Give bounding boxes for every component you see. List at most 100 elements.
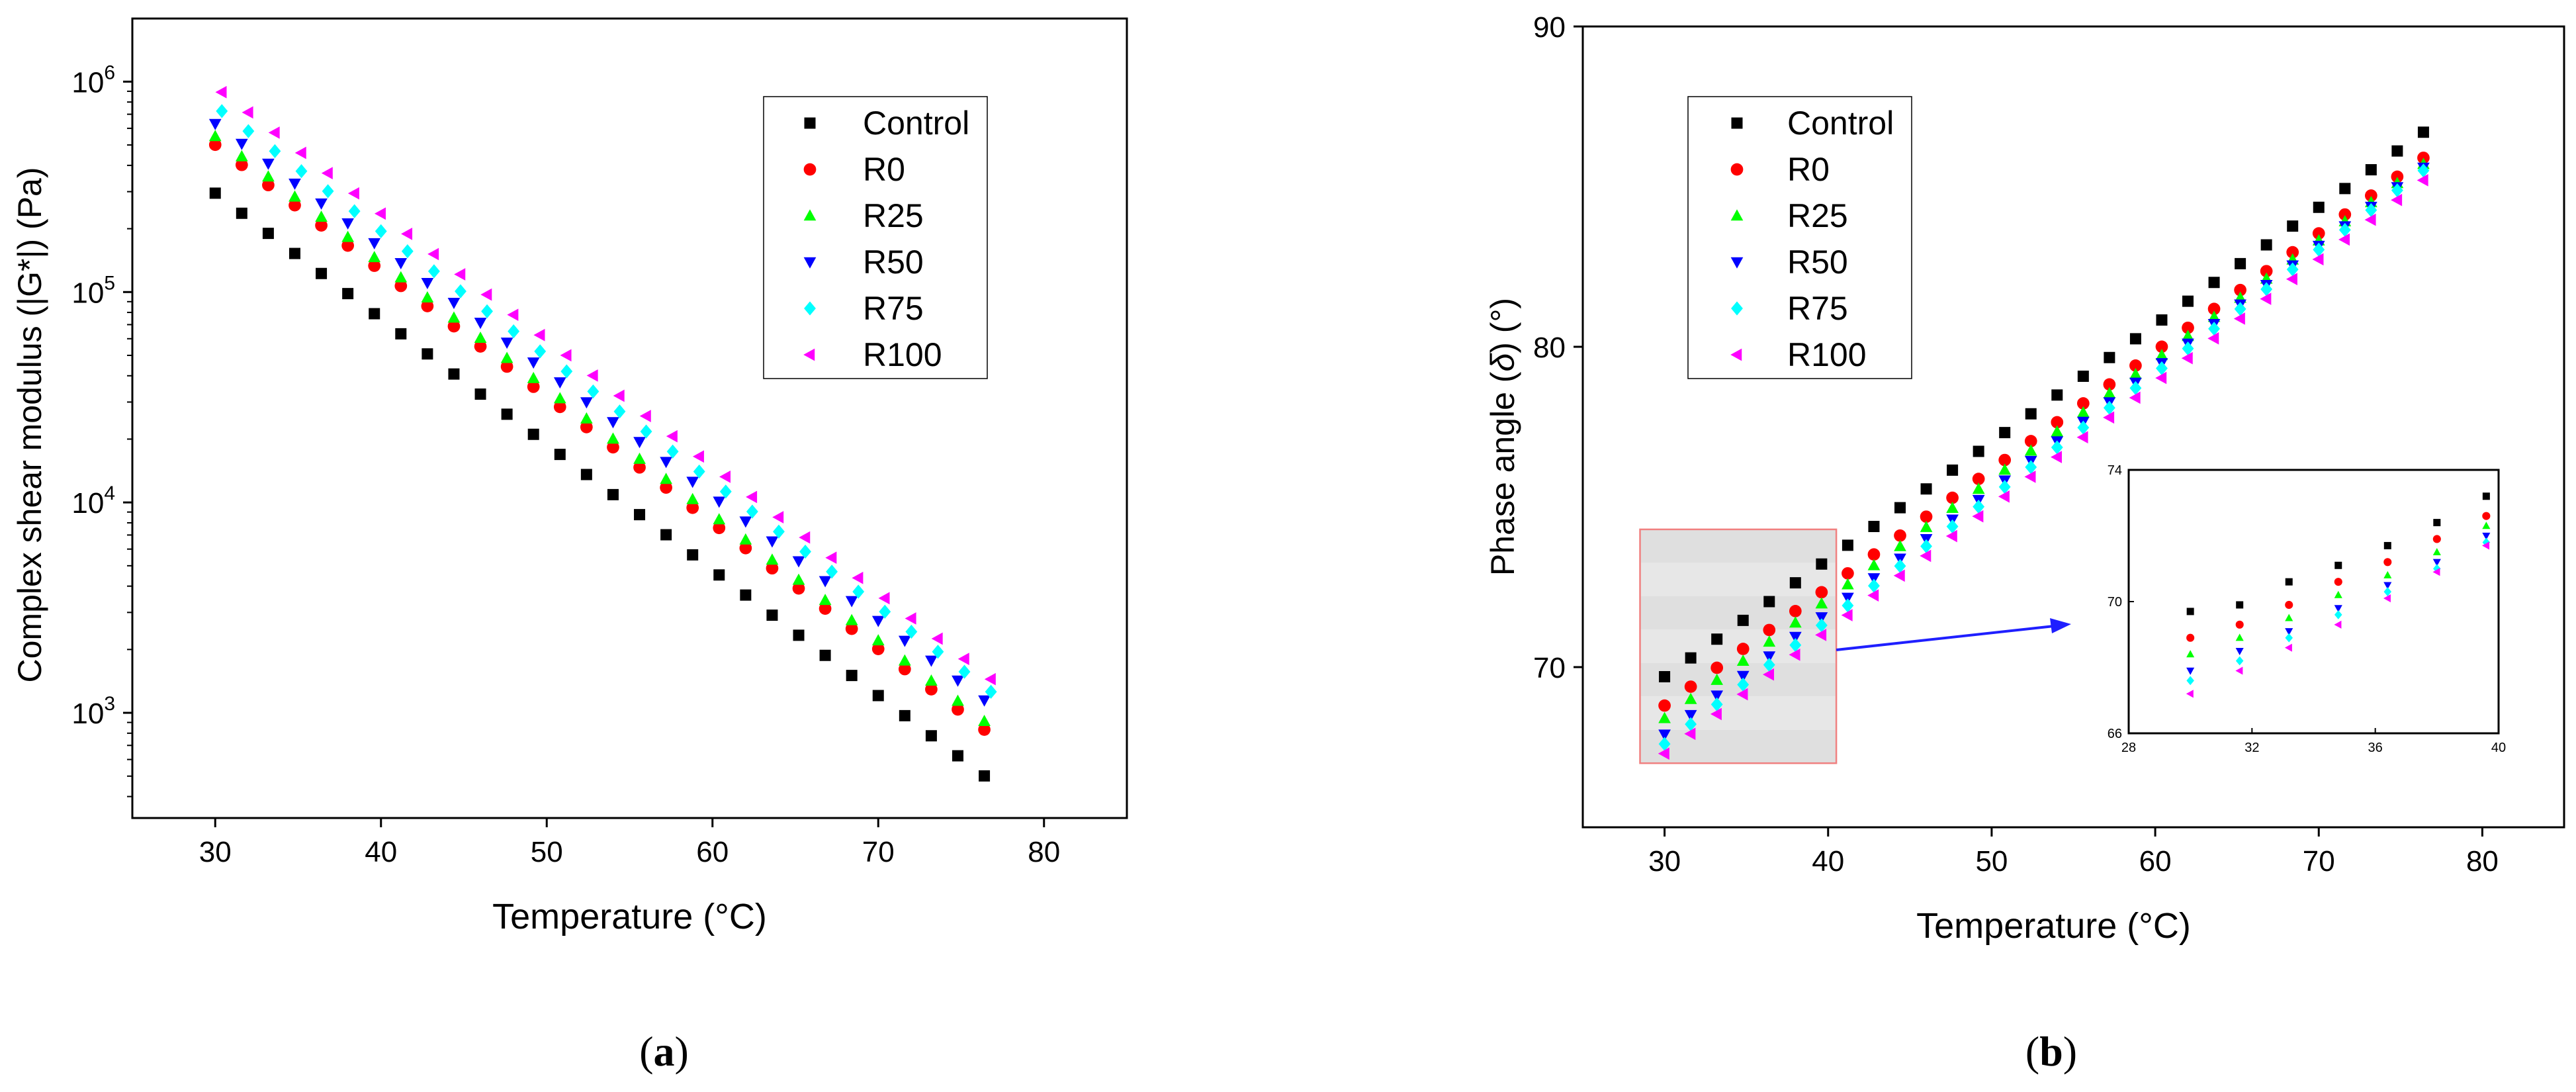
data-point xyxy=(447,311,461,323)
inset-x-tick-label: 36 xyxy=(2368,741,2383,755)
data-point xyxy=(1710,697,1723,712)
data-point xyxy=(553,377,566,389)
legend-marker xyxy=(1730,348,1742,361)
data-point xyxy=(1816,558,1828,570)
plot-frame xyxy=(1581,25,2565,829)
caption-b: (b) xyxy=(2025,1028,2077,1075)
data-point xyxy=(666,430,678,443)
data-point xyxy=(2155,349,2168,361)
x-tick-label: 70 xyxy=(2303,845,2335,878)
data-point xyxy=(1842,592,1854,604)
data-point xyxy=(1815,612,1828,624)
data-point xyxy=(2156,361,2168,376)
data-point xyxy=(1945,529,1957,543)
data-point xyxy=(1710,661,1724,674)
x-tick-label: 50 xyxy=(1975,845,2008,878)
data-point xyxy=(1894,529,1906,542)
data-point xyxy=(1972,482,1985,494)
data-point xyxy=(1998,490,2010,503)
data-point xyxy=(686,501,699,514)
data-point xyxy=(1973,500,1985,514)
data-point xyxy=(2129,381,2142,396)
data-point xyxy=(1868,521,1880,533)
data-point xyxy=(1868,578,1880,593)
data-point xyxy=(660,529,672,541)
data-point xyxy=(607,488,619,500)
data-point xyxy=(872,690,884,702)
data-point xyxy=(2077,371,2089,383)
data-point xyxy=(766,536,779,548)
data-point xyxy=(2077,420,2090,435)
data-point xyxy=(315,219,328,232)
data-point xyxy=(2338,233,2350,246)
legend-label: R75 xyxy=(863,290,924,327)
data-point xyxy=(2025,408,2037,420)
zoom-arrow xyxy=(1836,625,2055,651)
data-point xyxy=(1684,727,1696,741)
data-point xyxy=(846,670,858,682)
data-point xyxy=(713,522,726,535)
inset-data-point xyxy=(2334,578,2342,586)
data-point xyxy=(315,210,328,222)
data-point xyxy=(2051,389,2063,401)
data-point xyxy=(739,533,752,545)
legend-marker xyxy=(1731,117,1743,129)
legend-label: R100 xyxy=(1787,336,1867,373)
data-point xyxy=(2156,314,2168,326)
data-point xyxy=(242,124,255,138)
data-point xyxy=(826,565,838,579)
zoom-band xyxy=(1640,729,1837,764)
data-point xyxy=(845,622,858,635)
data-point xyxy=(448,368,460,380)
data-point xyxy=(1920,483,1932,495)
data-point xyxy=(2104,351,2115,363)
data-point xyxy=(819,576,832,588)
data-point xyxy=(1842,598,1854,613)
data-point xyxy=(2103,387,2116,398)
data-point xyxy=(1894,559,1906,573)
data-point xyxy=(633,461,646,474)
data-point xyxy=(554,449,566,461)
data-point xyxy=(480,288,492,301)
data-point xyxy=(952,675,964,687)
data-point xyxy=(952,703,964,716)
data-point xyxy=(931,632,943,645)
data-point xyxy=(316,267,328,279)
data-point xyxy=(660,473,672,484)
data-point xyxy=(1763,596,1775,608)
data-point xyxy=(2234,302,2246,316)
data-point xyxy=(1789,631,1802,643)
data-point xyxy=(719,484,732,499)
data-point xyxy=(979,770,991,782)
data-point xyxy=(692,450,704,463)
data-point xyxy=(739,541,752,555)
data-point xyxy=(819,594,832,606)
data-point xyxy=(208,130,222,142)
data-point xyxy=(527,357,540,369)
legend-label: R0 xyxy=(1787,151,1830,188)
data-point xyxy=(401,244,414,259)
panel-a: 30 40 50 60 70 80 103 104 105 106 Temperature (°C)… xyxy=(11,17,1128,1075)
data-point xyxy=(580,412,593,424)
data-point xyxy=(1710,690,1724,702)
legend-marker xyxy=(803,209,817,221)
data-point xyxy=(952,694,964,706)
y-axis-label: Complex shear modulus (|G*|) (Pa) xyxy=(11,167,48,682)
zoom-band xyxy=(1640,563,1837,596)
data-point xyxy=(2076,431,2088,444)
data-point xyxy=(1920,510,1933,523)
data-point xyxy=(686,492,699,504)
legend-box xyxy=(763,96,988,379)
data-point xyxy=(1920,520,1933,532)
data-point xyxy=(607,417,619,429)
data-point xyxy=(1789,648,1800,661)
legend-marker xyxy=(1730,163,1744,176)
data-point xyxy=(1920,549,1932,563)
inset-data-point xyxy=(2186,676,2194,686)
data-point xyxy=(289,190,301,202)
data-point xyxy=(2417,163,2430,178)
data-point xyxy=(368,238,381,250)
data-point xyxy=(1658,699,1671,712)
data-point xyxy=(958,664,971,679)
data-point xyxy=(454,268,466,281)
